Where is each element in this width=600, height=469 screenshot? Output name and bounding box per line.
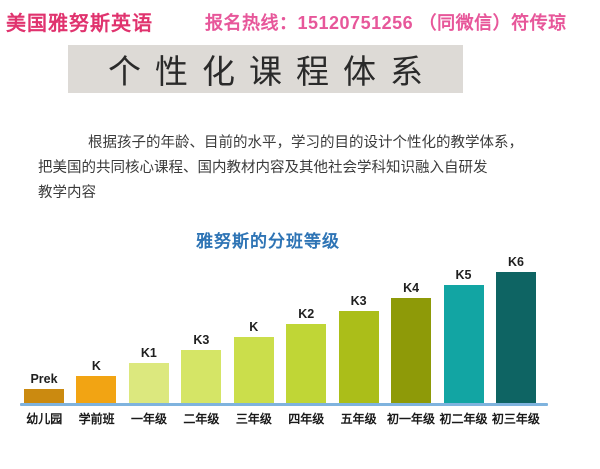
- bar-value-label: K: [91, 359, 101, 373]
- x-axis-category: 初二年级: [439, 412, 488, 426]
- bar: [495, 272, 536, 403]
- bar: [76, 376, 117, 403]
- paragraph-line: 把美国的共同核心课程、国内教材内容及其他社会学科知识融入自研发: [38, 160, 488, 176]
- chart-title: 雅努斯的分班等级: [196, 232, 340, 251]
- bar: [286, 324, 327, 403]
- bar-value-label: K5: [455, 268, 472, 282]
- bar-column: K: [76, 359, 117, 403]
- bar: [181, 350, 222, 403]
- bar-value-label: K6: [507, 255, 524, 269]
- section-title-banner: 个性化课程体系: [68, 45, 463, 93]
- bar-column: K: [233, 320, 274, 403]
- hotline-text: 报名热线：15120751256 （同微信）符传琼: [205, 13, 567, 33]
- bar-column: K3: [338, 294, 379, 403]
- x-axis-category: 一年级: [131, 412, 168, 426]
- paragraph-line: 教学内容: [38, 185, 96, 201]
- bar: [338, 311, 379, 403]
- bar-value-label: K3: [350, 294, 367, 308]
- x-axis-category: 四年级: [288, 412, 325, 426]
- bar: [391, 298, 432, 403]
- bar-value-label: K4: [403, 281, 420, 295]
- bar-chart-plot-area: Prek K K1 K3 K K2 K3 K4 K5 K6: [24, 255, 536, 403]
- bar: [443, 285, 484, 403]
- bar-value-label: K: [249, 320, 259, 334]
- x-axis-category: 二年级: [183, 412, 220, 426]
- bar-column: Prek: [24, 372, 64, 403]
- x-axis-category: 学前班: [78, 412, 115, 426]
- bar-value-label: Prek: [30, 372, 58, 386]
- bar-column: K5: [443, 268, 484, 403]
- bar-column: K2: [286, 307, 327, 403]
- x-axis-category: 初一年级: [387, 412, 436, 426]
- bar-value-label: K3: [193, 333, 210, 347]
- paragraph-line: 根据孩子的年龄、目前的水平，学习的目的设计个性化的教学体系，: [88, 135, 523, 151]
- x-axis-category: 初三年级: [491, 412, 540, 426]
- bar-value-label: K2: [298, 307, 315, 321]
- bar: [233, 337, 274, 403]
- x-axis-category-row: 幼儿园 学前班 一年级 二年级 三年级 四年级 五年级 初一年级 初二年级 初三年级: [18, 410, 542, 427]
- bar-column: K3: [181, 333, 222, 403]
- bar-value-label: K1: [140, 346, 157, 360]
- brand-title: 美国雅努斯英语: [6, 13, 153, 35]
- bar-column: K1: [128, 346, 169, 403]
- bar: [24, 389, 64, 403]
- section-title: 个性化课程体系: [108, 53, 437, 90]
- bar-column: K4: [391, 281, 432, 403]
- x-axis-category: 五年级: [340, 412, 377, 426]
- x-axis-category: 三年级: [235, 412, 272, 426]
- x-axis-category: 幼儿园: [26, 412, 63, 426]
- intro-paragraph: 根据孩子的年龄、目前的水平，学习的目的设计个性化的教学体系， 把美国的共同核心课…: [38, 131, 538, 206]
- bar: [128, 363, 169, 403]
- bar-column: K6: [495, 255, 536, 403]
- x-axis-line: [20, 403, 548, 406]
